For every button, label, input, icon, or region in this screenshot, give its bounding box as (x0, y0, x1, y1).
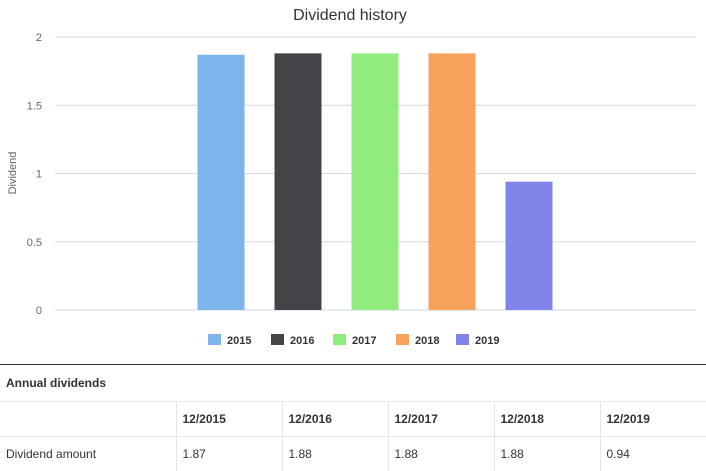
annual-dividends-table: 12/2015 12/2016 12/2017 12/2018 12/2019 … (0, 402, 706, 471)
table-row: Dividend amount 1.87 1.88 1.88 1.88 0.94 (0, 437, 706, 471)
y-axis-label: Dividend (7, 152, 19, 195)
dividend-amount-cell: 1.88 (388, 437, 494, 471)
dividend-amount-cell: 1.87 (176, 437, 282, 471)
legend-label: 2017 (352, 335, 376, 347)
annual-dividends-panel: Annual dividends 12/2015 12/2016 12/2017… (0, 364, 706, 471)
legend-label: 2019 (475, 335, 499, 347)
bar-2016[interactable] (275, 53, 322, 310)
table-header-period: 12/2018 (494, 402, 600, 437)
bar-2019[interactable] (506, 182, 553, 310)
table-header-empty (0, 402, 176, 437)
y-tick-label: 0 (36, 305, 42, 317)
legend-item-2018[interactable]: 2018 (396, 334, 439, 347)
bars (198, 53, 553, 310)
table-header-period: 12/2017 (388, 402, 494, 437)
legend-swatch (396, 334, 409, 345)
legend-item-2019[interactable]: 2019 (456, 334, 499, 347)
legend-swatch (456, 334, 469, 345)
legend-swatch (333, 334, 346, 345)
y-tick-labels: 0 0.5 1 1.5 2 (27, 32, 42, 317)
bar-2018[interactable] (429, 53, 476, 310)
dividend-amount-cell: 0.94 (600, 437, 706, 471)
row-label: Dividend amount (0, 437, 176, 471)
table-header-period: 12/2019 (600, 402, 706, 437)
legend-item-2015[interactable]: 2015 (208, 334, 251, 347)
legend-label: 2015 (227, 335, 251, 347)
table-header-row: 12/2015 12/2016 12/2017 12/2018 12/2019 (0, 402, 706, 437)
table-header-period: 12/2016 (282, 402, 388, 437)
bar-2015[interactable] (198, 55, 245, 310)
dividend-amount-cell: 1.88 (282, 437, 388, 471)
legend: 2015 2016 2017 2018 2019 (208, 334, 499, 347)
y-tick-label: 1 (36, 169, 42, 181)
dividend-amount-cell: 1.88 (494, 437, 600, 471)
table-header-period: 12/2015 (176, 402, 282, 437)
legend-swatch (208, 334, 221, 345)
y-tick-label: 1.5 (27, 100, 42, 112)
legend-label: 2016 (290, 335, 314, 347)
dividend-chart: Dividend history Dividend 0 0.5 1 1.5 2 2015… (0, 0, 706, 362)
y-tick-label: 0.5 (27, 237, 42, 249)
legend-item-2017[interactable]: 2017 (333, 334, 376, 347)
y-tick-label: 2 (36, 32, 42, 44)
legend-item-2016[interactable]: 2016 (271, 334, 314, 347)
chart-title: Dividend history (293, 7, 407, 24)
legend-swatch (271, 334, 284, 345)
bar-2017[interactable] (352, 53, 399, 310)
annual-dividends-title: Annual dividends (0, 365, 706, 402)
legend-label: 2018 (415, 335, 439, 347)
